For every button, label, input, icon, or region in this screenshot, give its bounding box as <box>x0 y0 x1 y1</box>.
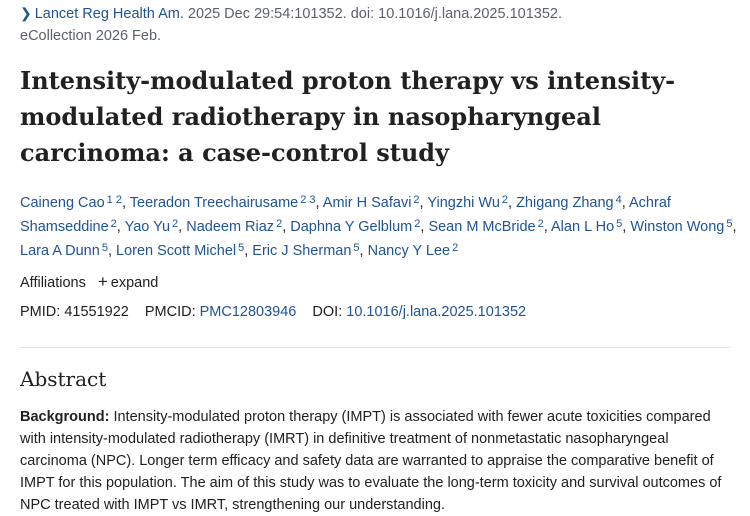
author-affiliation-number[interactable]: 1 2 <box>106 194 122 206</box>
article-title: Intensity-modulated proton therapy vs in… <box>20 66 676 167</box>
author-affiliation-number[interactable]: 5 <box>616 218 623 230</box>
pmid-value: 41551922 <box>64 304 129 320</box>
expand-label: expand <box>110 275 159 291</box>
author-affiliation-number[interactable]: 5 <box>353 242 360 254</box>
affiliations-label: Affiliations <box>20 275 86 291</box>
background-label: Background: <box>20 409 110 425</box>
expand-affiliations-button[interactable]: + expand <box>97 272 159 291</box>
author-affiliation-number[interactable]: 2 <box>276 218 283 230</box>
abstract-heading: Abstract <box>20 367 107 391</box>
author-affiliation-number[interactable]: 4 <box>615 194 622 206</box>
ecollection-text: eCollection 2026 Feb. <box>20 28 162 44</box>
pmid-label: PMID: <box>20 304 61 320</box>
author-affiliation-number[interactable]: 2 <box>413 194 420 206</box>
author-link[interactable]: Eric J Sherman <box>252 243 352 259</box>
author-link[interactable]: Loren Scott Michel <box>116 243 237 259</box>
author-link[interactable]: Nadeem Riaz <box>186 219 275 235</box>
author-link[interactable]: Daphna Y Gelblum <box>290 219 413 235</box>
author-affiliation-number[interactable]: 2 <box>452 242 459 254</box>
author-affiliation-number[interactable]: 2 <box>414 218 421 230</box>
pmcid-link[interactable]: PMC12803946 <box>199 304 297 320</box>
journal-link[interactable]: Lancet Reg Health Am. <box>34 6 184 22</box>
author-link[interactable]: Achraf Shamseddine <box>20 195 671 235</box>
author-affiliation-number[interactable]: 2 3 <box>300 194 316 206</box>
author-affiliation-number[interactable]: 2 <box>501 194 509 206</box>
article-ids: PMID: 41551922 PMCID: PMC12803946 DOI: 1… <box>20 299 740 325</box>
citation: ❯ Lancet Reg Health Am. 2025 Dec 29:54:10… <box>20 2 740 47</box>
affiliations-row: Affiliations + expand <box>20 272 740 293</box>
background-text: Intensity-modulated proton therapy (IMPT… <box>20 409 722 513</box>
author-affiliation-number[interactable]: 2 <box>172 218 179 230</box>
author-affiliation-number[interactable]: 5 <box>238 242 245 254</box>
author-link[interactable]: Amir H Safavi <box>322 195 412 211</box>
author-link[interactable]: Winston Wong <box>630 219 725 235</box>
doi-link[interactable]: 10.1016/j.lana.2025.101352 <box>346 304 527 320</box>
author-affiliation-number[interactable]: 5 <box>101 242 108 254</box>
author-link[interactable]: Alan L Ho <box>551 219 615 235</box>
author-list: Caineng Cao 1 2, Teeradon Treechairusame 2… <box>20 194 737 259</box>
section-divider <box>20 347 730 348</box>
author-link[interactable]: Yao Yu <box>124 219 171 235</box>
author-link[interactable]: Zhigang Zhang <box>516 195 614 211</box>
author-link[interactable]: Caineng Cao <box>20 195 105 211</box>
author-affiliation-number[interactable]: 5 <box>726 218 733 230</box>
author-link[interactable]: Yingzhi Wu <box>427 195 500 211</box>
pmcid-label: PMCID: <box>144 304 196 320</box>
plus-icon: + <box>97 272 108 291</box>
citation-details: 2025 Dec 29:54:101352. doi: 10.1016/j.la… <box>183 6 562 22</box>
article-container: ❯ Lancet Reg Health Am. 2025 Dec 29:54:10… <box>20 0 740 516</box>
chevron-right-icon[interactable]: ❯ <box>20 5 32 21</box>
author-link[interactable]: Teeradon Treechairusame <box>129 195 299 211</box>
author-link[interactable]: Lara A Dunn <box>20 243 100 259</box>
author-link[interactable]: Nancy Y Lee <box>367 243 451 259</box>
doi-label: DOI: <box>312 304 343 320</box>
author-affiliation-number[interactable]: 2 <box>537 218 544 230</box>
author-link[interactable]: Sean M McBride <box>428 219 536 235</box>
author-affiliation-number[interactable]: 2 <box>110 218 117 230</box>
